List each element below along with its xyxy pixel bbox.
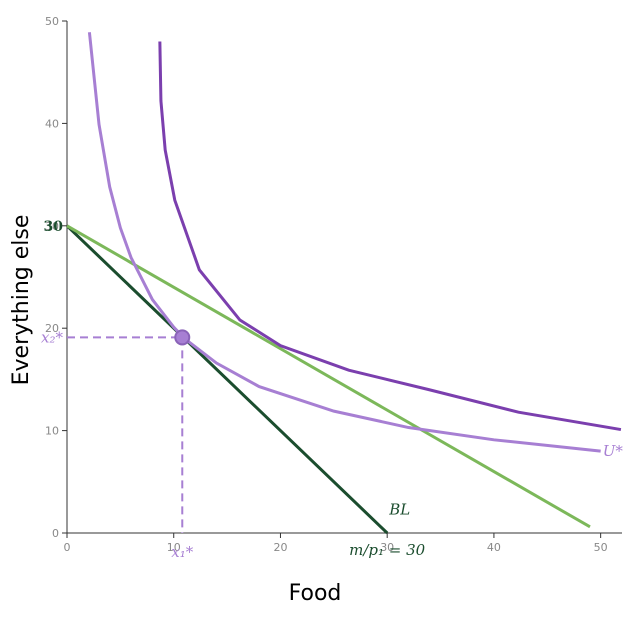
optimum-point <box>174 329 191 346</box>
x-tick-label: 0 <box>64 541 71 554</box>
y-tick-label: 0 <box>52 527 59 540</box>
x2-label: x₂* <box>41 328 63 346</box>
y-tick-label: 50 <box>45 15 59 28</box>
x-tick-label: 40 <box>487 541 501 554</box>
x-tick-label: 10 <box>167 541 181 554</box>
y-tick-label: 20 <box>45 322 59 335</box>
y-tick-label: 30 <box>45 220 59 233</box>
x-tick-label: 50 <box>594 541 608 554</box>
x-axis-label: Food <box>289 581 342 606</box>
income-label: m/p₁ = 30 <box>349 541 426 559</box>
budget-label: BL <box>388 501 410 519</box>
x-tick-label: 20 <box>273 541 287 554</box>
y-tick-label: 10 <box>45 425 59 438</box>
intercept-label: 30 <box>44 219 64 235</box>
y-tick-label: 40 <box>45 117 59 130</box>
curve <box>158 41 622 432</box>
curve <box>65 224 389 535</box>
y-axis-label: Everything else <box>9 215 34 386</box>
curve <box>87 32 601 453</box>
x1-label: x₁* <box>171 543 193 561</box>
curve <box>66 224 591 529</box>
x-tick-label: 30 <box>380 541 394 554</box>
utility-label: U* <box>603 442 624 460</box>
